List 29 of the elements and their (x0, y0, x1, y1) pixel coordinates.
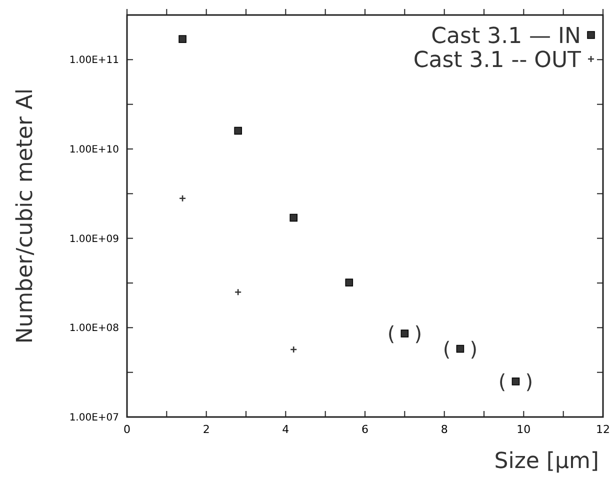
annotation: ( ) (387, 322, 422, 346)
point (234, 288, 242, 296)
x-tick-label: 8 (440, 423, 448, 436)
annotation: ( ) (498, 369, 534, 394)
point (178, 35, 186, 43)
point (400, 330, 409, 338)
annotation: ( ) (442, 336, 478, 361)
point (290, 214, 298, 222)
point (345, 278, 354, 286)
point (456, 344, 464, 353)
y-axis-title: Number/cubic meter Al (13, 88, 38, 344)
x-tick-label: 0 (124, 423, 130, 436)
x-tick-label: 12 (596, 423, 610, 436)
legend-label: Cast 3.1 -- OUT (413, 48, 582, 73)
y-tick-label: 1.00E+08 (69, 323, 119, 334)
legend-label: Cast 3.1 — IN (431, 24, 581, 49)
point (178, 194, 186, 202)
y-tick-label: 1.00E+07 (69, 412, 119, 424)
y-tick-label: 1.00E+10 (69, 144, 119, 156)
point (512, 378, 520, 386)
y-tick-label: 1.00E+09 (69, 234, 119, 245)
x-tick-label: 2 (202, 423, 210, 436)
y-tick-label: 1.00E+11 (69, 55, 119, 66)
x-tick-label: 4 (282, 423, 290, 436)
x-axis-title: Size [µm] (494, 449, 599, 474)
x-tick-label: 10 (516, 423, 531, 436)
point (290, 346, 298, 354)
point (234, 126, 242, 135)
x-tick-label: 6 (362, 423, 368, 436)
